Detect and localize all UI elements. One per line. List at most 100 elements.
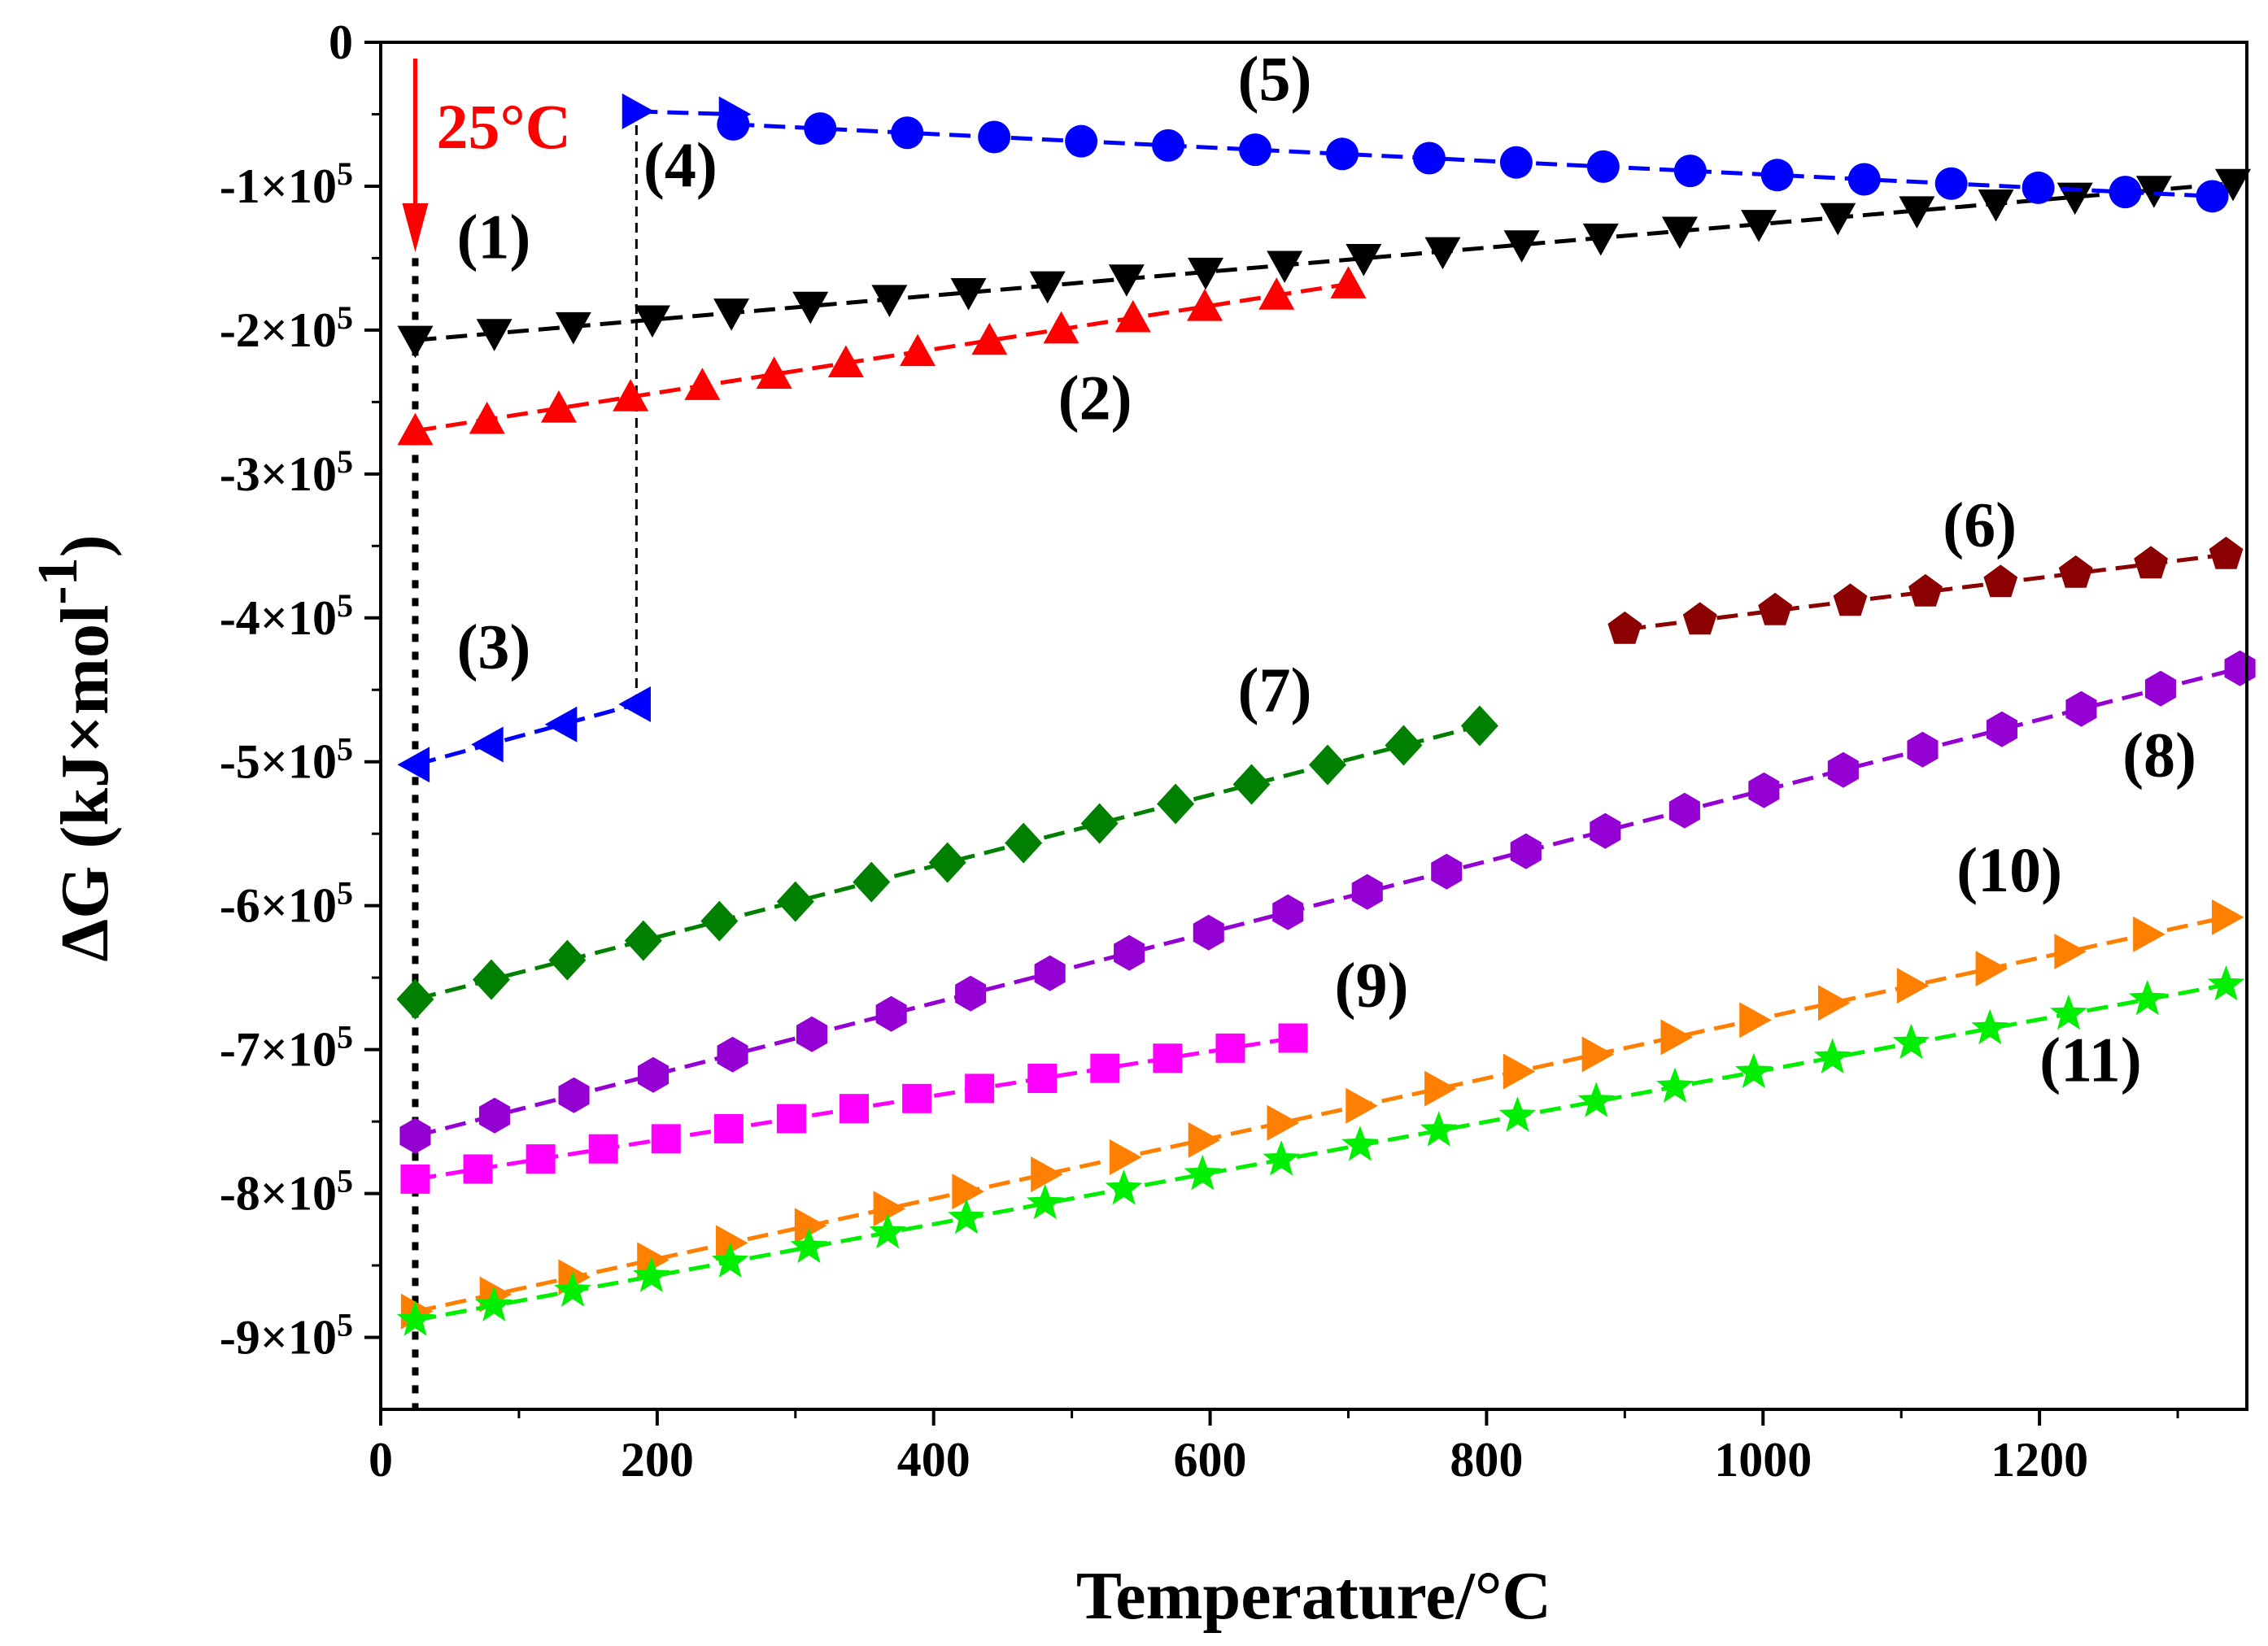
- marker: [624, 920, 662, 961]
- x-tick-label: 400: [897, 1433, 970, 1487]
- y-tick-label: -9×105: [220, 1306, 353, 1365]
- marker: [1188, 257, 1224, 290]
- marker: [1090, 1053, 1120, 1083]
- marker: [1978, 189, 2014, 222]
- series-9: (9): [400, 950, 1408, 1194]
- marker: [853, 861, 891, 903]
- x-tick-label: 800: [1450, 1433, 1523, 1487]
- marker: [1187, 289, 1223, 321]
- marker: [396, 978, 434, 1020]
- marker: [1258, 277, 1295, 310]
- marker: [2128, 979, 2166, 1016]
- marker: [1813, 1038, 1851, 1073]
- plot-area: 25°C: [402, 59, 638, 1409]
- marker: [1748, 772, 1780, 808]
- marker: [1424, 237, 1461, 270]
- y-axis-title: ΔG (kJ×mol-1): [27, 534, 124, 961]
- marker: [792, 291, 829, 324]
- marker: [955, 975, 987, 1012]
- marker: [1114, 934, 1145, 971]
- marker: [1975, 951, 2008, 987]
- series-label: (4): [643, 129, 717, 200]
- marker: [637, 1242, 669, 1278]
- series-line: [415, 281, 1349, 433]
- marker: [1152, 128, 1185, 162]
- series-line: [414, 702, 638, 767]
- series-10: (10): [400, 834, 2244, 1330]
- marker: [2209, 536, 2244, 569]
- marker: [1034, 955, 1066, 991]
- marker: [1758, 592, 1793, 625]
- marker: [713, 298, 750, 331]
- marker: [1026, 1183, 1064, 1220]
- marker: [1896, 968, 1930, 1004]
- marker: [794, 1208, 827, 1244]
- series-label: (9): [1334, 950, 1408, 1021]
- svg-text:ΔG (kJ×mol-1): ΔG (kJ×mol-1): [27, 534, 124, 961]
- marker: [875, 995, 907, 1032]
- marker: [1325, 137, 1359, 171]
- marker: [776, 881, 814, 922]
- marker: [700, 900, 739, 942]
- marker: [2134, 546, 2168, 579]
- marker: [978, 120, 1011, 154]
- marker: [1827, 751, 1859, 788]
- marker: [2211, 899, 2244, 935]
- marker: [1656, 1067, 1694, 1103]
- marker: [891, 116, 924, 150]
- marker: [965, 1073, 995, 1104]
- marker: [613, 379, 649, 412]
- marker: [1498, 1096, 1537, 1132]
- marker: [2058, 555, 2093, 588]
- marker: [548, 939, 587, 981]
- marker: [633, 1256, 670, 1292]
- marker: [1673, 155, 1707, 188]
- marker: [1215, 1033, 1245, 1063]
- series-11: (11): [396, 965, 2245, 1336]
- marker: [1188, 1121, 1221, 1158]
- series-line: [1625, 552, 2227, 632]
- marker: [1760, 159, 1794, 192]
- marker: [796, 1016, 828, 1052]
- axes-layer: 0 200 400 600 800 1000 1200 0 -1×105 -2×105 -3×105…: [220, 15, 2248, 1487]
- marker: [873, 1191, 906, 1227]
- marker: [1682, 602, 1717, 635]
- marker: [618, 686, 651, 722]
- marker: [1460, 705, 1498, 747]
- marker: [540, 390, 577, 423]
- marker: [1971, 1008, 2008, 1045]
- marker: [900, 333, 936, 367]
- marker: [1986, 711, 2017, 747]
- marker: [869, 1213, 906, 1249]
- x-tick-label: 1000: [1714, 1433, 1812, 1487]
- annotation-25c: 25°C: [436, 91, 571, 162]
- series-1: (1): [397, 168, 2252, 359]
- marker: [1735, 1052, 1773, 1088]
- marker: [1157, 783, 1195, 825]
- marker: [1153, 1043, 1183, 1073]
- series-3: (3): [397, 612, 651, 783]
- marker: [1741, 210, 1777, 242]
- marker: [397, 412, 434, 446]
- marker: [1582, 223, 1619, 256]
- marker: [1114, 299, 1151, 333]
- series-label: (7): [1238, 655, 1312, 725]
- marker: [1607, 611, 1642, 644]
- marker: [950, 277, 987, 311]
- marker: [1817, 985, 1851, 1021]
- marker: [928, 842, 966, 883]
- marker: [476, 319, 512, 351]
- series-7: (7): [396, 655, 1498, 1020]
- marker: [1660, 1019, 1694, 1056]
- marker: [558, 1077, 590, 1113]
- series-2: (2): [397, 266, 1367, 446]
- marker: [2050, 994, 2087, 1030]
- marker: [471, 726, 504, 763]
- marker: [717, 107, 750, 141]
- series-5: (5): [717, 43, 2229, 213]
- marker: [554, 1271, 591, 1307]
- marker: [1267, 1104, 1300, 1141]
- marker: [555, 311, 591, 345]
- y-axis-title-main: ΔG (kJ×mol: [47, 605, 123, 962]
